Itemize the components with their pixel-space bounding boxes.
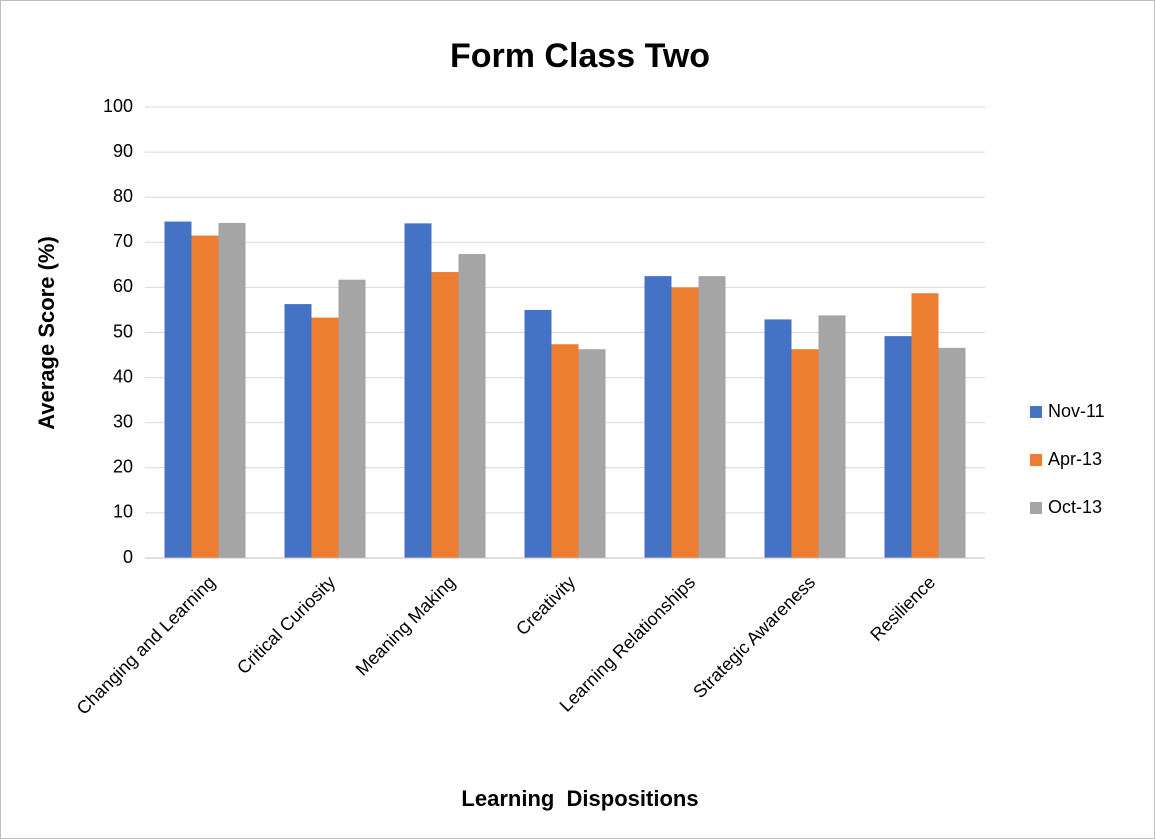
bar [884, 336, 912, 558]
bar [191, 235, 219, 558]
legend-swatch [1030, 406, 1042, 418]
bar [218, 222, 246, 559]
bar [551, 344, 579, 558]
y-tick-label: 40 [113, 366, 133, 386]
bar [911, 293, 939, 558]
y-tick-label: 100 [103, 96, 133, 116]
bar [938, 347, 966, 558]
bar [431, 272, 459, 558]
bar [458, 254, 486, 558]
bar [338, 279, 366, 558]
legend-swatch [1030, 502, 1042, 514]
y-axis-title: Average Score (%) [34, 236, 59, 430]
y-tick-label: 90 [113, 141, 133, 161]
y-tick-label: 70 [113, 231, 133, 251]
bar [644, 276, 672, 558]
y-tick-label: 0 [123, 547, 133, 567]
bar [671, 287, 699, 558]
y-tick-label: 30 [113, 411, 133, 431]
y-tick-label: 80 [113, 186, 133, 206]
x-axis-title: Learning Dispositions [461, 786, 698, 811]
y-tick-label: 10 [113, 502, 133, 522]
bar [578, 349, 606, 558]
bar [524, 309, 552, 558]
bar [284, 304, 312, 558]
bar [764, 319, 792, 558]
bar [818, 315, 846, 558]
legend-label: Apr-13 [1048, 449, 1102, 469]
bar [791, 349, 819, 558]
y-tick-label: 60 [113, 276, 133, 296]
bar [698, 276, 726, 558]
bar [164, 221, 192, 558]
legend-label: Nov-11 [1048, 401, 1105, 421]
y-tick-label: 20 [113, 457, 133, 477]
bar [404, 223, 432, 558]
bar [311, 317, 339, 558]
y-tick-label: 50 [113, 321, 133, 341]
legend-swatch [1030, 454, 1042, 466]
chart-title: Form Class Two [450, 37, 710, 75]
legend-label: Oct-13 [1048, 497, 1102, 517]
